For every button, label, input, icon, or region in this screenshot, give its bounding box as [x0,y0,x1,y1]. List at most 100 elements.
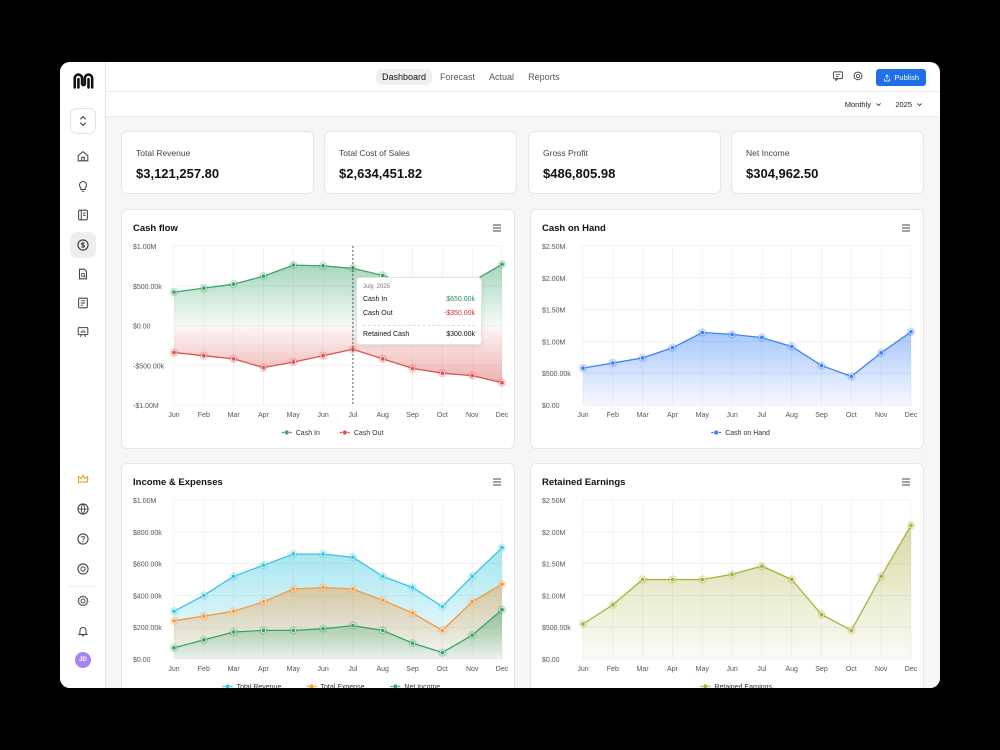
data-point [469,573,475,579]
x-tick-label: Sep [815,412,828,419]
period-dropdown[interactable]: Monthly [845,100,882,109]
data-point [848,373,854,379]
data-point [320,626,326,632]
x-tick-label: Oct [437,666,448,673]
data-point [171,608,177,614]
book-icon [78,209,88,221]
x-tick-label: Mar [228,412,241,419]
tab-reports[interactable]: Reports [528,72,560,82]
y-tick-label: $2.50M [542,498,566,505]
stat-value: $486,805.98 [543,166,616,181]
sidebar-item-notifications[interactable] [70,618,96,644]
sidebar-item-reports[interactable] [70,290,96,316]
stat-value: $3,121,257.80 [136,166,220,181]
series-line-cash-out [173,348,503,384]
x-tick-label: Apr [667,412,679,419]
y-tick-label: $2.00M [542,276,566,283]
x-tick-label: Nov [875,412,888,419]
y-tick-label: $200.00k [133,625,162,632]
x-tick-label: Jun [317,666,328,673]
data-point [201,592,207,598]
sidebar-item-search-docs[interactable] [70,261,96,287]
data-point [320,584,326,590]
legend-marker [224,683,231,688]
legend-label: Cash In [296,430,320,437]
data-point [290,586,296,592]
data-point [699,577,705,583]
y-tick-label: -$500.00k [133,363,165,370]
x-tick-label: Jul [348,412,357,419]
data-point [171,618,177,624]
tab-dashboard[interactable]: Dashboard [376,69,433,85]
chart-svg: $1.00M $800.00k $600.00k $400.00k $200.00k $0… [133,498,509,688]
gear-icon[interactable] [852,70,864,82]
comment-icon[interactable] [832,70,844,82]
x-tick-label: Oct [437,412,448,419]
y-tick-label: -$1.00M [133,403,159,410]
sidebar-item-language[interactable] [70,496,96,522]
chart-card-cash-flow: $1.00M $500.00k $0.00 -$500.00k -$1.00M Jun Fe… [121,209,515,449]
stat-value: $304,962.50 [746,166,819,181]
tooltip-value: $300.00k [446,331,475,338]
y-tick-label: $0.00 [542,657,560,664]
menu-icon[interactable] [901,224,911,232]
tab-forecast[interactable]: Forecast [440,72,476,82]
stat-label: Total Cost of Sales [339,148,410,158]
sidebar-item-presentations[interactable] [70,319,96,345]
x-tick-label: Jun [317,412,328,419]
share-icon [884,73,891,81]
sidebar-item-ledger[interactable] [70,202,96,228]
legend-marker [392,683,399,688]
data-point [878,350,884,356]
legend-label: Net Income [404,684,440,688]
sidebar-item-home[interactable] [70,143,96,169]
tooltip-label: Cash Out [363,310,393,317]
tab-actual[interactable]: Actual [489,72,515,82]
data-point [290,627,296,633]
menu-icon[interactable] [492,478,502,486]
y-tick-label: $1.00M [133,498,157,505]
data-point [499,545,505,551]
data-point [469,373,475,379]
sidebar-item-finance[interactable] [70,232,96,258]
data-point [260,562,266,568]
avatar[interactable]: JD [75,652,91,668]
sidebar-item-support[interactable] [70,556,96,582]
data-point [439,650,445,656]
year-dropdown[interactable]: 2025 [895,100,923,109]
sidebar-item-ideas[interactable] [70,173,96,199]
x-tick-label: Oct [846,666,857,673]
data-point [290,359,296,365]
x-tick-label: Feb [607,666,619,673]
data-point [908,329,914,335]
data-point [350,623,356,629]
tooltip-value: -$350.00k [443,310,475,317]
stat-label: Net Income [746,148,790,158]
y-tick-label: $500.00k [133,284,162,291]
x-tick-label: Dec [905,666,918,673]
x-tick-label: Sep [406,666,419,673]
legend-marker [342,429,348,436]
x-tick-label: Mar [637,666,650,673]
workspace-switcher-button[interactable] [70,108,96,134]
sidebar-item-settings[interactable] [70,588,96,614]
data-point [439,627,445,633]
x-tick-label: Jul [757,666,766,673]
chevron-down-icon [917,103,922,107]
legend-label: Cash on Hand [725,430,770,437]
menu-icon[interactable] [492,224,502,232]
period-value: Monthly [844,100,871,109]
legend-marker [713,429,719,436]
tooltip-row-retained: Retained Cash $300.00k [363,331,475,338]
sidebar-item-help[interactable] [70,526,96,552]
data-point [320,263,326,269]
data-point [380,627,386,633]
data-point [320,551,326,557]
data-point [260,273,266,279]
publish-button[interactable]: Publish [876,69,926,86]
sidebar-item-premium[interactable] [70,466,96,492]
chart-svg: $1.00M $500.00k $0.00 -$500.00k -$1.00M Jun Fe… [133,244,509,437]
data-point [580,365,586,371]
menu-icon[interactable] [901,478,911,486]
data-point [669,345,675,351]
